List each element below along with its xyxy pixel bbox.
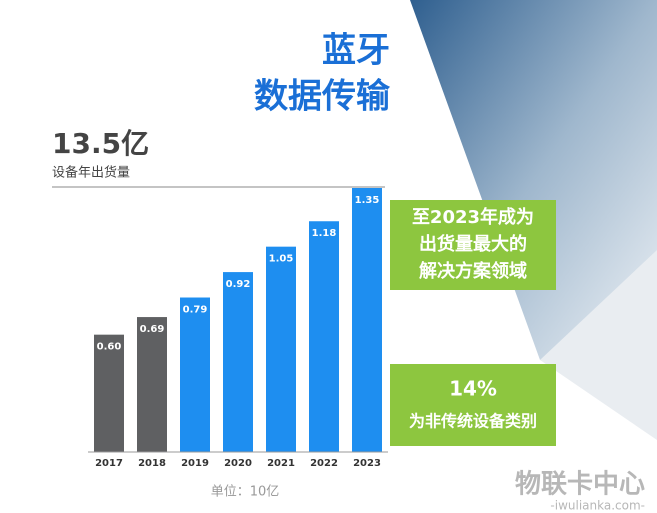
bar xyxy=(266,246,296,452)
value-label: 1.05 xyxy=(269,254,294,265)
x-tick-label: 2019 xyxy=(181,458,209,469)
headline: 13.5亿 xyxy=(52,127,149,160)
bar xyxy=(94,334,124,452)
bar xyxy=(180,297,210,452)
x-tick-label: 2017 xyxy=(95,458,123,469)
decor xyxy=(540,250,657,440)
unit-note: 单位：10亿 xyxy=(211,485,280,500)
value-label: 0.69 xyxy=(140,324,165,335)
bar xyxy=(137,317,167,452)
watermark: 物联卡中心 xyxy=(515,470,645,500)
callout-text: 14% xyxy=(449,377,497,401)
decor xyxy=(410,0,657,360)
watermark: -iwulianka.com- xyxy=(550,499,645,513)
x-tick-label: 2021 xyxy=(267,458,295,469)
x-tick-label: 2022 xyxy=(310,458,338,469)
value-label: 1.35 xyxy=(355,195,380,206)
bar xyxy=(309,221,339,452)
bar xyxy=(352,188,382,452)
bar xyxy=(223,272,253,452)
x-tick-label: 2023 xyxy=(353,458,381,469)
x-tick-label: 2018 xyxy=(138,458,166,469)
value-label: 0.79 xyxy=(183,305,208,316)
subtitle: 设备年出货量 xyxy=(52,165,130,181)
callout-text: 出货量最大的 xyxy=(419,233,527,255)
callout-box xyxy=(390,200,556,290)
x-tick-label: 2020 xyxy=(224,458,252,469)
callout-text: 为非传统设备类别 xyxy=(409,412,537,431)
value-label: 0.92 xyxy=(226,279,251,290)
title: 数据传输 xyxy=(254,77,391,117)
callout-text: 解决方案领域 xyxy=(419,260,527,282)
callout-text: 至2023年成为 xyxy=(412,206,534,228)
value-label: 1.18 xyxy=(312,228,337,239)
title: 蓝牙 xyxy=(322,31,390,71)
callout-box xyxy=(390,364,556,446)
value-label: 0.60 xyxy=(97,342,122,353)
